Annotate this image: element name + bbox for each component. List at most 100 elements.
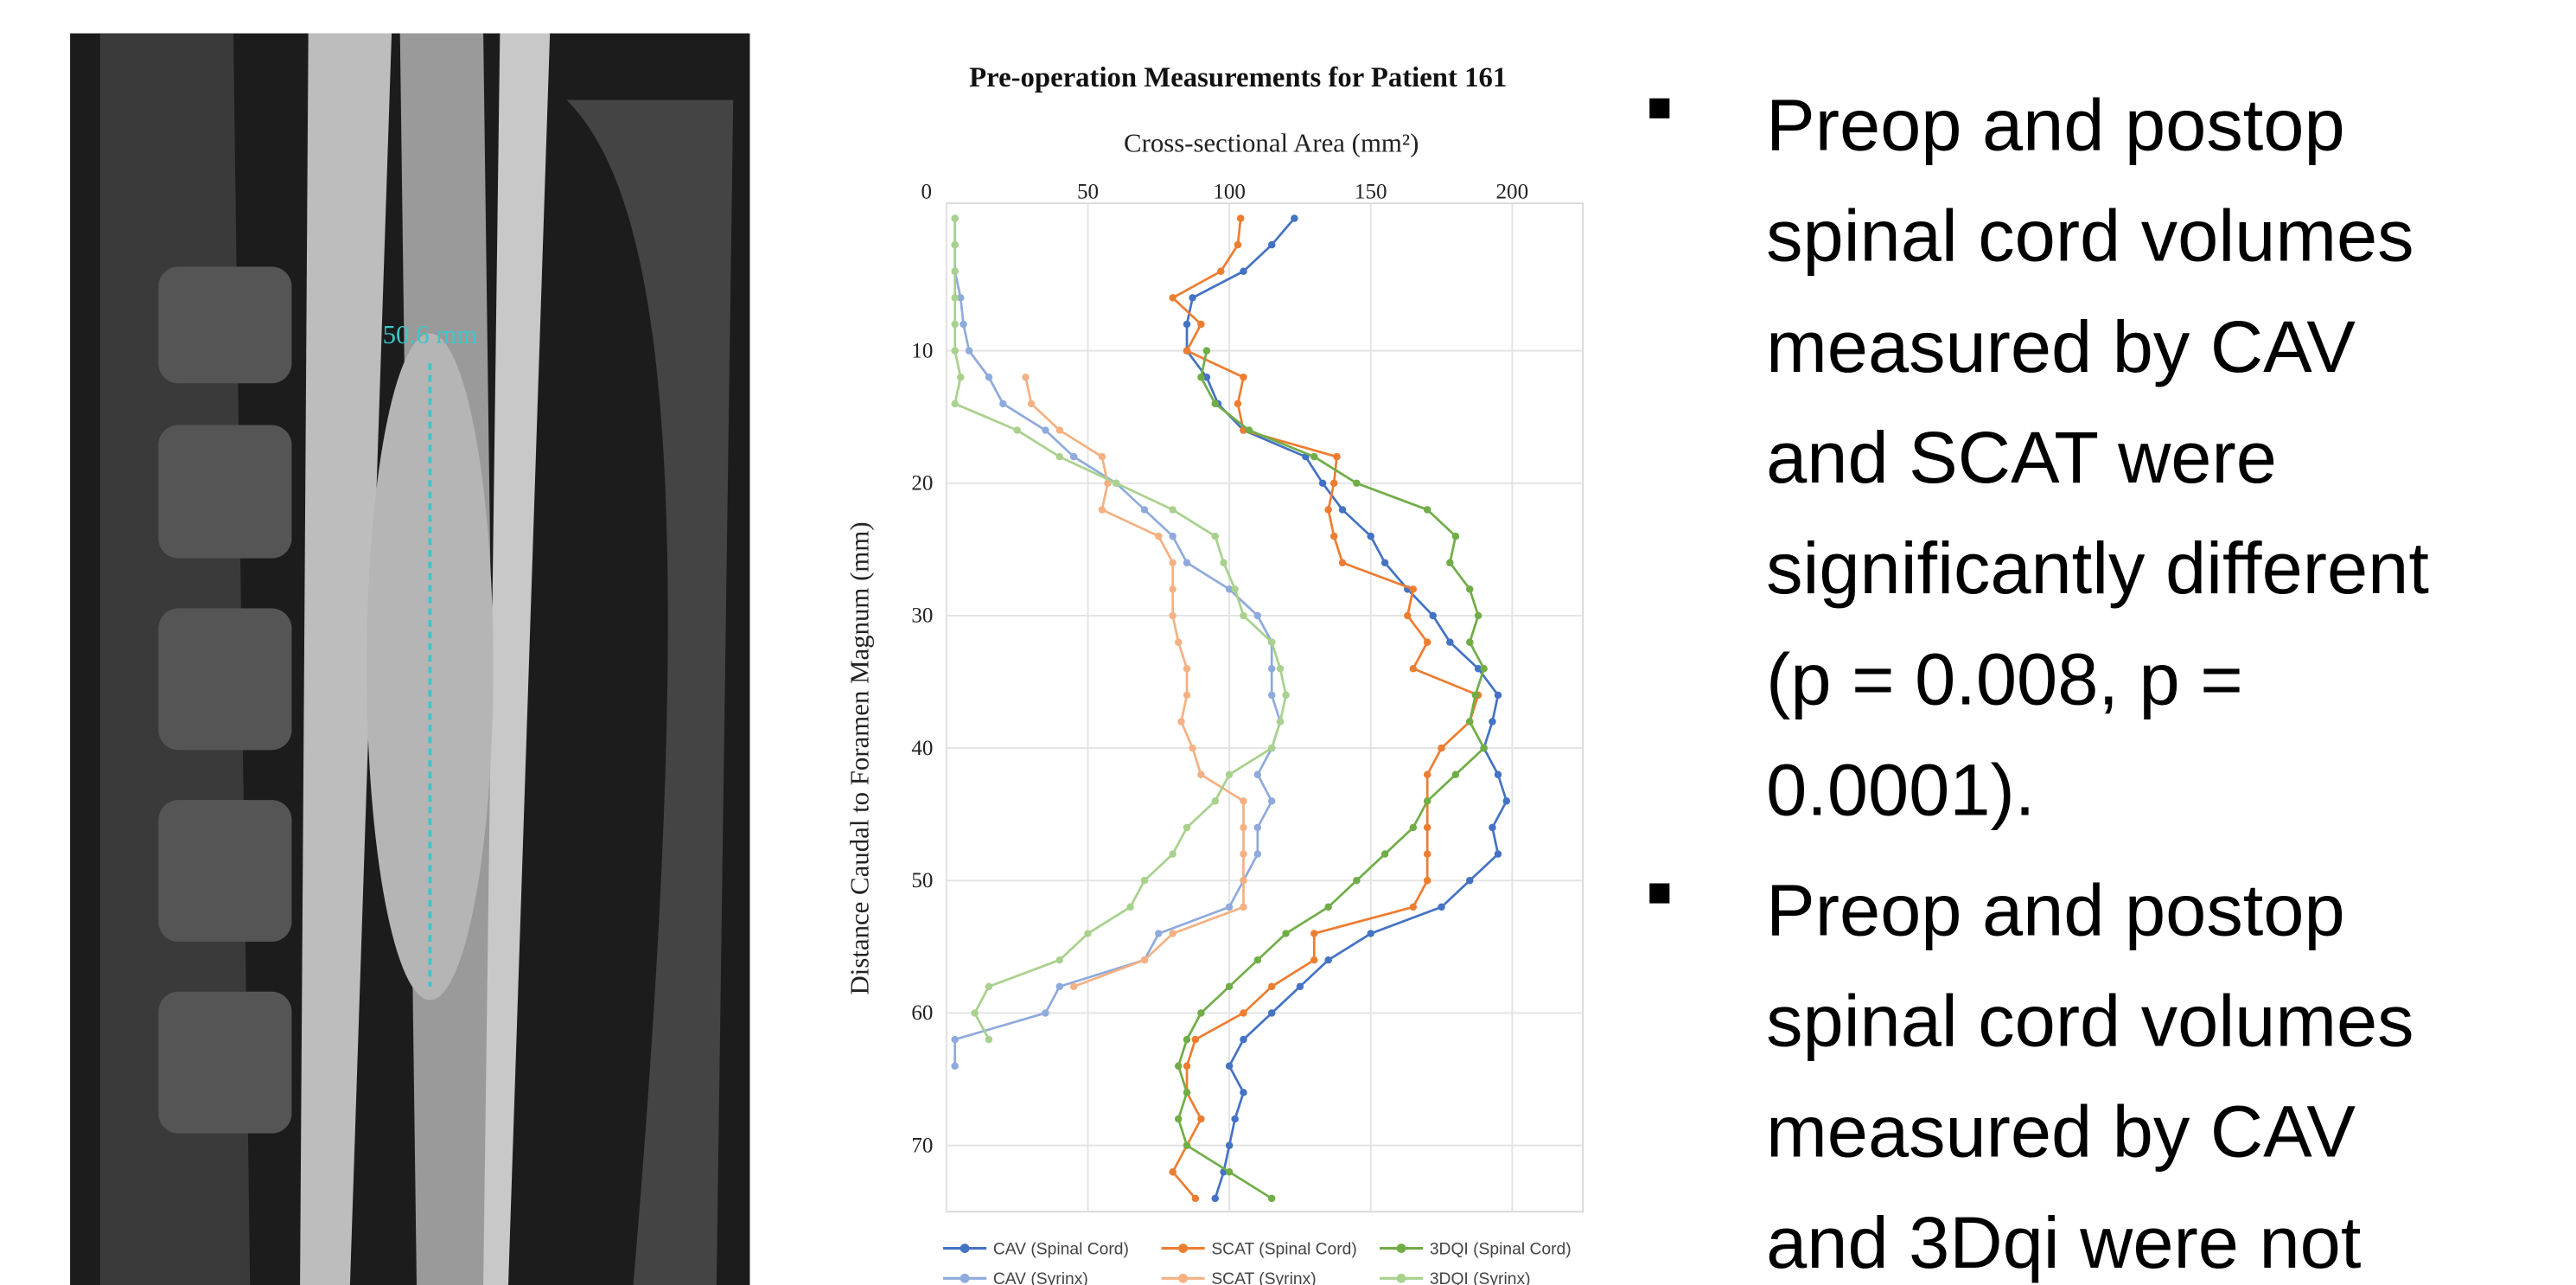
data-point — [1339, 559, 1346, 566]
data-point — [951, 294, 958, 301]
data-point — [1446, 638, 1453, 645]
data-point — [1254, 612, 1261, 619]
data-point — [1404, 612, 1411, 619]
data-point — [1424, 771, 1431, 778]
data-point — [1268, 692, 1275, 699]
data-point — [1175, 638, 1182, 645]
data-point — [1212, 400, 1219, 407]
data-point — [1424, 638, 1431, 645]
data-point — [960, 321, 966, 328]
data-point — [1212, 797, 1219, 804]
data-point — [1489, 718, 1495, 725]
bullet-text: 0.0001). — [1766, 748, 2035, 830]
data-point — [1028, 400, 1035, 407]
data-point — [1480, 665, 1487, 672]
data-point — [951, 1062, 958, 1069]
data-point — [1169, 294, 1176, 301]
data-point — [1183, 692, 1190, 699]
data-point — [1113, 480, 1119, 487]
data-point — [1189, 745, 1196, 751]
legend-marker — [1178, 1274, 1188, 1283]
data-point — [1169, 930, 1176, 937]
x-tick-label: 50 — [1077, 180, 1099, 203]
data-point — [1319, 480, 1326, 487]
bullet-text: and 3Dqi were not — [1766, 1201, 2361, 1283]
data-point — [1381, 850, 1388, 857]
data-point — [1330, 533, 1337, 540]
data-point — [1268, 665, 1275, 672]
data-point — [951, 400, 958, 407]
legend-label: CAV (Syrinx) — [993, 1270, 1088, 1285]
data-point — [1324, 956, 1331, 963]
data-point — [1169, 850, 1176, 857]
data-point — [1429, 612, 1436, 619]
data-point — [1297, 983, 1304, 990]
bullet-text: measured by CAV — [1766, 1090, 2356, 1173]
legend-marker — [960, 1243, 970, 1253]
data-point — [1240, 374, 1247, 380]
data-point — [1183, 347, 1190, 354]
bullet-text: measured by CAV — [1766, 305, 2356, 387]
data-point — [1466, 585, 1473, 592]
data-point — [966, 347, 972, 354]
data-point — [1424, 824, 1431, 831]
data-point — [1246, 426, 1253, 433]
data-point — [1226, 1141, 1233, 1148]
data-point — [957, 374, 964, 380]
data-point — [1324, 904, 1331, 911]
data-point — [1268, 983, 1275, 990]
data-point — [1212, 533, 1219, 540]
data-point — [951, 1036, 958, 1043]
data-point — [1169, 1168, 1176, 1175]
data-point — [1466, 638, 1473, 645]
data-point — [1220, 559, 1227, 566]
data-point — [985, 1036, 992, 1043]
x-tick-label: 200 — [1496, 180, 1529, 203]
data-point — [1056, 426, 1063, 433]
data-point — [1226, 771, 1233, 778]
legend-marker — [960, 1274, 970, 1283]
data-point — [1452, 533, 1459, 540]
data-point — [1183, 559, 1190, 566]
data-point — [951, 241, 958, 248]
data-point — [1438, 904, 1444, 911]
data-point — [1424, 797, 1431, 804]
legend-label: SCAT (Spinal Cord) — [1211, 1240, 1356, 1258]
data-point — [1056, 983, 1063, 990]
data-point — [1466, 718, 1473, 725]
data-point — [1056, 956, 1063, 963]
data-point — [1042, 1009, 1049, 1016]
data-point — [1189, 294, 1196, 301]
chart-title: Pre-operation Measurements for Patient 1… — [969, 62, 1507, 93]
data-point — [1240, 904, 1247, 911]
data-point — [1226, 1168, 1233, 1175]
data-point — [1240, 877, 1247, 884]
data-point — [1240, 612, 1247, 619]
data-point — [1183, 1141, 1190, 1148]
data-point — [951, 214, 958, 221]
bullet-marker — [1649, 884, 1669, 904]
data-point — [1192, 1036, 1199, 1043]
data-point — [1022, 374, 1029, 380]
data-point — [1438, 745, 1444, 751]
data-point — [1353, 480, 1360, 487]
data-point — [1169, 559, 1176, 566]
bullet-text: (p = 0.008, p = — [1766, 637, 2243, 719]
data-point — [1084, 930, 1091, 937]
data-point — [1175, 1116, 1182, 1122]
y-tick-label: 20 — [911, 472, 933, 495]
data-point — [985, 374, 992, 380]
data-point — [1240, 1089, 1247, 1096]
data-point — [971, 1009, 978, 1016]
data-point — [1339, 506, 1346, 513]
x-tick-label: 150 — [1355, 180, 1387, 203]
data-point — [1410, 824, 1417, 831]
data-point — [985, 983, 992, 990]
data-point — [1424, 877, 1431, 884]
data-point — [1446, 559, 1453, 566]
data-point — [1240, 797, 1247, 804]
data-point — [1240, 850, 1247, 857]
data-point — [1203, 347, 1210, 354]
y-axis-title: Distance Caudal to Foramen Magnum (mm) — [845, 521, 874, 994]
data-point — [1192, 1195, 1199, 1202]
